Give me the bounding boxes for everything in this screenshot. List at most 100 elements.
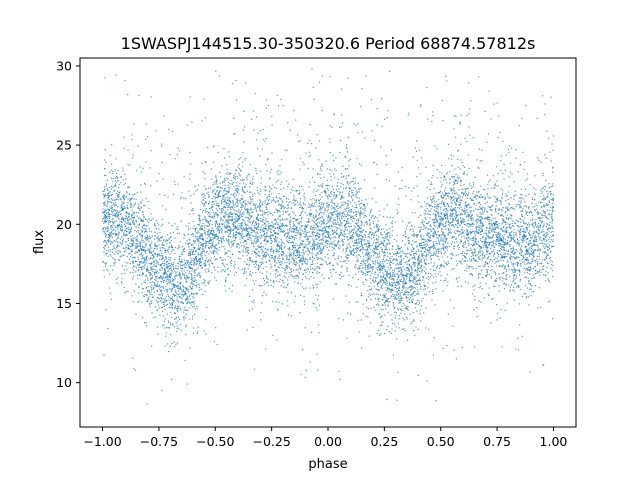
data-point bbox=[502, 236, 504, 238]
data-point bbox=[544, 274, 546, 276]
data-point bbox=[304, 327, 306, 329]
data-point bbox=[479, 255, 481, 257]
data-point bbox=[397, 245, 399, 247]
data-point bbox=[531, 236, 533, 238]
data-point bbox=[117, 180, 119, 182]
data-point bbox=[528, 226, 530, 228]
data-point bbox=[347, 239, 349, 241]
data-point bbox=[218, 75, 220, 77]
data-point bbox=[378, 236, 380, 238]
data-point bbox=[107, 228, 110, 230]
data-point bbox=[253, 208, 255, 211]
data-point bbox=[141, 230, 143, 232]
data-point bbox=[260, 170, 262, 172]
data-point bbox=[253, 230, 255, 232]
data-point bbox=[414, 303, 416, 305]
data-point bbox=[121, 242, 124, 244]
data-point bbox=[321, 212, 323, 214]
data-point bbox=[469, 233, 471, 235]
data-point bbox=[454, 190, 456, 192]
data-point bbox=[186, 297, 188, 299]
data-point bbox=[420, 251, 423, 253]
data-point bbox=[532, 259, 534, 261]
data-point bbox=[552, 185, 554, 187]
data-point bbox=[441, 263, 443, 265]
data-point bbox=[288, 260, 290, 262]
data-point bbox=[340, 260, 342, 262]
data-point bbox=[103, 247, 105, 249]
data-point bbox=[286, 239, 288, 241]
data-point bbox=[429, 214, 431, 216]
data-point bbox=[193, 260, 195, 262]
data-point bbox=[171, 283, 173, 285]
data-point bbox=[460, 239, 462, 241]
data-point bbox=[176, 325, 178, 327]
data-point bbox=[180, 253, 182, 255]
data-point bbox=[429, 268, 432, 270]
data-point bbox=[449, 182, 451, 184]
data-point bbox=[519, 263, 521, 265]
data-point bbox=[324, 236, 326, 238]
data-point bbox=[361, 249, 363, 251]
data-point bbox=[546, 216, 548, 218]
data-point bbox=[277, 271, 279, 273]
data-point bbox=[283, 195, 286, 197]
data-point bbox=[244, 126, 246, 128]
data-point bbox=[427, 238, 429, 240]
data-point bbox=[168, 222, 170, 224]
data-point bbox=[111, 208, 113, 210]
data-point bbox=[197, 259, 200, 261]
data-point bbox=[363, 240, 365, 242]
data-point bbox=[265, 254, 267, 256]
data-point bbox=[469, 134, 471, 136]
data-point bbox=[300, 243, 302, 245]
data-point bbox=[427, 233, 429, 235]
data-point bbox=[277, 257, 279, 259]
data-point bbox=[338, 236, 340, 238]
data-point bbox=[287, 291, 289, 293]
data-point bbox=[410, 266, 413, 268]
data-point bbox=[488, 237, 491, 239]
data-point bbox=[204, 178, 206, 180]
data-point bbox=[234, 206, 236, 208]
data-point bbox=[230, 211, 232, 213]
data-point bbox=[347, 243, 349, 246]
data-point bbox=[310, 215, 312, 217]
data-point bbox=[192, 233, 194, 236]
data-point bbox=[495, 243, 497, 245]
data-point bbox=[529, 273, 531, 275]
data-point bbox=[142, 254, 144, 256]
data-point bbox=[315, 284, 317, 286]
data-point bbox=[268, 284, 270, 286]
data-point bbox=[313, 286, 315, 288]
data-point bbox=[164, 290, 166, 292]
data-point bbox=[111, 177, 113, 179]
data-point bbox=[283, 235, 285, 237]
data-point bbox=[308, 250, 310, 252]
data-point bbox=[377, 241, 379, 243]
data-point bbox=[303, 227, 306, 230]
data-point bbox=[192, 213, 194, 215]
data-point bbox=[238, 172, 240, 174]
data-point bbox=[495, 223, 497, 225]
data-point bbox=[378, 256, 380, 259]
data-point bbox=[500, 169, 502, 171]
data-point bbox=[264, 239, 266, 241]
data-point bbox=[411, 286, 414, 288]
data-point bbox=[418, 249, 420, 251]
data-point bbox=[484, 255, 486, 257]
data-point bbox=[245, 208, 247, 210]
data-point bbox=[280, 231, 282, 233]
data-point bbox=[360, 188, 362, 190]
data-point bbox=[512, 237, 514, 239]
data-point bbox=[467, 195, 469, 197]
data-point bbox=[190, 259, 192, 261]
data-point bbox=[266, 282, 268, 284]
data-point bbox=[440, 279, 442, 281]
data-point bbox=[169, 279, 171, 281]
data-point bbox=[497, 243, 500, 245]
data-point bbox=[398, 263, 400, 265]
data-point bbox=[180, 267, 183, 269]
data-point bbox=[230, 173, 232, 175]
data-point bbox=[535, 231, 537, 233]
